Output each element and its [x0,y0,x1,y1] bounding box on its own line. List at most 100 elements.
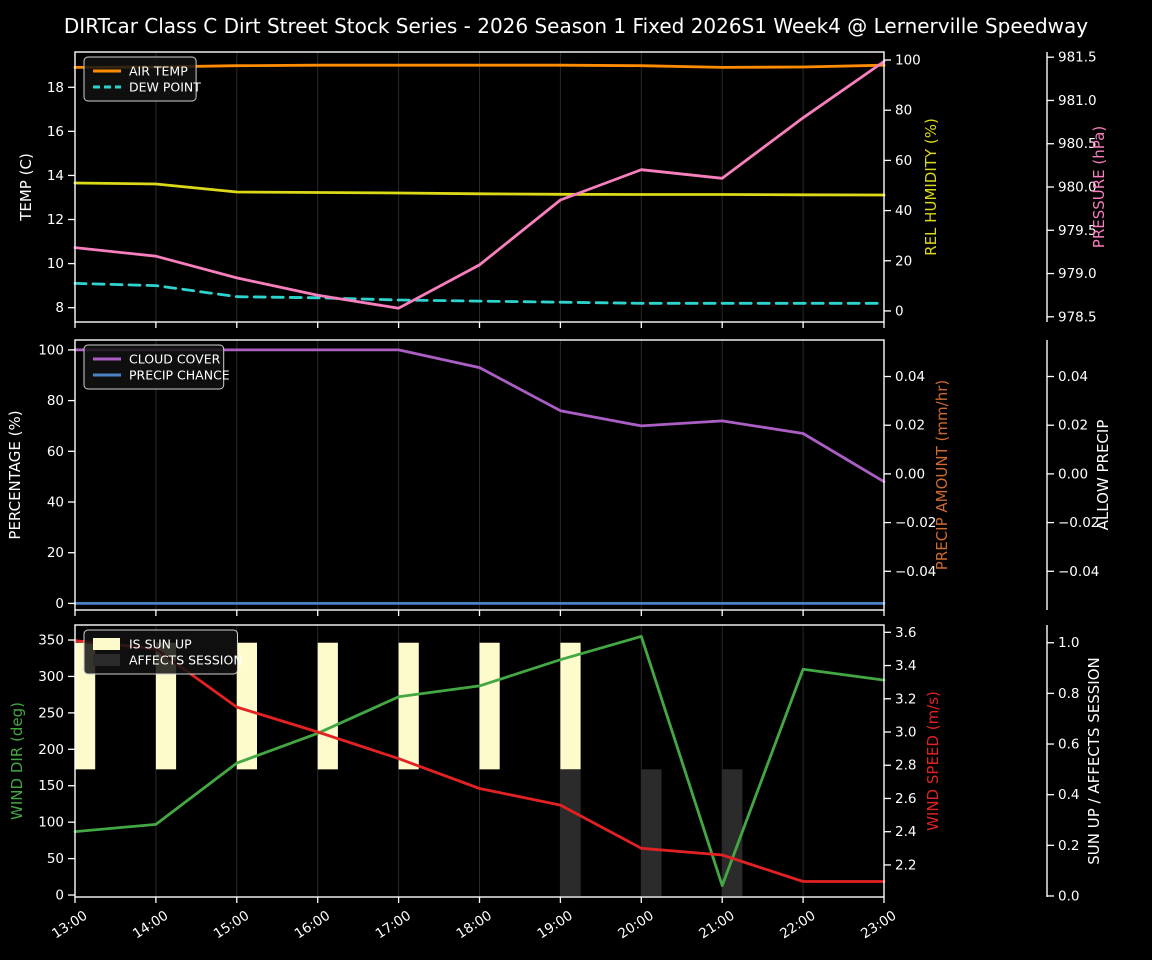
series-wind-speed [73,639,886,883]
y-tick-label: 0.00 [1058,466,1088,482]
axis-label-allow-precip: ALLOW PRECIP [1094,420,1112,531]
y-tick-label: 8 [55,300,64,316]
text: 0.00 [895,466,925,482]
axis-label-wind-dir-deg-: WIND DIR (deg) [8,702,26,820]
text: 3.6 [895,625,916,641]
x-tick-label: 23:00 [858,908,899,943]
series-dew-point [73,281,886,305]
y-tick-label: 200 [38,742,64,758]
x-tick-label: 22:00 [777,908,818,943]
y-tick-label: 18 [47,80,64,96]
y-tick-label: 14 [47,168,64,184]
bar-is-sun-up [560,642,581,770]
y-tick-label: 980.5 [1058,136,1097,152]
text: 40 [895,203,912,219]
legend-patch-is-sun-up [93,638,120,650]
y-tick-label: −0.04 [1058,564,1099,580]
text: 100 [895,53,921,69]
text: 0.02 [895,418,925,434]
legend-label: IS SUN UP [129,637,192,652]
y-tick-label: 0.02 [1058,418,1088,434]
legend-patch-affects-session [93,654,120,666]
text: −0.02 [895,515,936,531]
y-tick-label: 1.0 [1058,635,1079,651]
axis-label-rel-humidity-: REL HUMIDITY (%) [922,118,940,256]
legend-label: AIR TEMP [129,64,188,79]
legend-box [83,344,225,390]
y-tick-label: 350 [38,633,64,649]
x-tick-label: 13:00 [49,908,90,943]
bar-is-sun-up [398,642,419,770]
y-tick-label: 12 [47,212,64,228]
y-tick-label: 0 [55,596,64,612]
y-tick-label: 150 [38,778,64,794]
text: 20 [895,253,912,269]
text: 3.2 [895,691,916,707]
axis-label-pressure-hpa-: PRESSURE (hPa) [1090,126,1108,248]
text: −0.04 [895,564,936,580]
y-tick-label: 40 [47,495,64,511]
legend-box [83,56,197,102]
temperature-panel: 8 10 12 14 16 18 TEMP (C) 0 20 40 60 80 100 REL HUMID… [17,50,1108,328]
y-tick-label: 20 [47,545,64,561]
y-tick-label: 978.5 [1058,309,1097,325]
legend-label: CLOUD COVER [129,352,221,367]
text: 3.4 [895,658,916,674]
y-tick-label: 981.0 [1058,93,1097,109]
y-tick-label: −0.02 [1058,515,1099,531]
axis-label-temp-c-: TEMP (C) [17,153,35,222]
text: 2.2 [895,857,916,873]
text: 60 [895,153,912,169]
series-wind-dir [73,635,886,887]
series-air-temp [73,63,886,69]
y-tick-label: 979.5 [1058,223,1097,239]
chart-title: DIRTcar Class C Dirt Street Stock Series… [63,14,1089,38]
y-tick-label: 10 [47,256,64,272]
text: 0.04 [895,369,925,385]
y-tick-label: 0.0 [1058,888,1079,904]
bar-affects-session [722,769,743,896]
x-tick-label: 14:00 [130,908,171,943]
y-tick-label: 16 [47,124,64,140]
x-tick-label: 20:00 [615,908,656,943]
axis-label-sun-up-affects-session: SUN UP / AFFECTS SESSION [1085,657,1103,865]
bar-is-sun-up [479,642,500,770]
wind-panel: 13:00 14:00 15:00 16:00 17:00 18:00 19:00 20:00… [8,624,1103,943]
y-tick-label: 80 [47,393,64,409]
y-tick-label: 300 [38,669,64,685]
x-tick-label: 18:00 [454,908,495,943]
y-tick-label: 100 [38,342,64,358]
bar-is-sun-up [317,642,338,770]
y-tick-label: 0.8 [1058,686,1079,702]
text: 80 [895,103,912,119]
text: 0 [895,303,904,319]
y-tick-label: 0 [55,888,64,904]
x-tick-label: 21:00 [696,908,737,943]
text: 2.6 [895,791,916,807]
legend-label: PRECIP CHANCE [129,368,230,383]
series-rel-humidity [73,181,886,197]
y-tick-label: 980.0 [1058,180,1097,196]
precipitation-panel: 0 20 40 60 80 100 PERCENTAGE (%) 0.04 0.02 0.00 −0… [6,339,1112,616]
y-tick-label: 0.04 [1058,369,1088,385]
bar-is-sun-up [236,642,257,770]
y-tick-label: 60 [47,444,64,460]
y-tick-label: 979.0 [1058,266,1097,282]
y-tick-label: 0.2 [1058,838,1079,854]
y-tick-label: 100 [38,815,64,831]
legend-box [83,629,238,675]
y-tick-label: 250 [38,705,64,721]
y-tick-label: 50 [47,851,64,867]
y-tick-label: 0.6 [1058,737,1079,753]
text: 2.4 [895,824,916,840]
y-tick-label: 981.5 [1058,50,1097,66]
axis-label-wind-speed-m-s-: WIND SPEED (m/s) [924,691,942,831]
x-tick-label: 15:00 [211,908,252,943]
x-tick-label: 19:00 [534,908,575,943]
bar-affects-session [641,769,662,896]
x-tick-label: 17:00 [373,908,414,943]
legend-label: AFFECTS SESSION [129,653,243,668]
axis-label-percentage-: PERCENTAGE (%) [6,410,24,539]
x-tick-label: 16:00 [292,908,333,943]
